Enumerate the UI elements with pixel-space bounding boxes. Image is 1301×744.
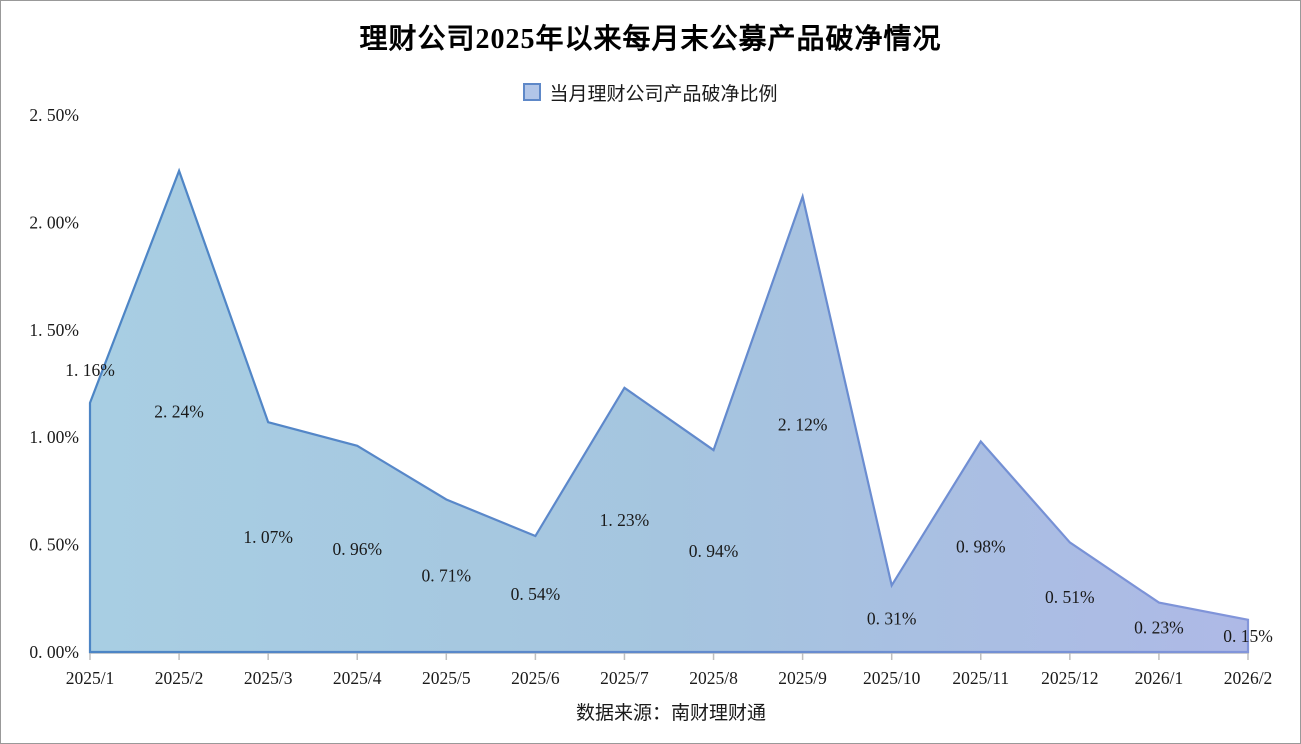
data-label: 0. 54% xyxy=(511,584,561,604)
data-label: 0. 94% xyxy=(689,541,739,561)
data-label: 2. 12% xyxy=(778,414,828,434)
data-label: 0. 71% xyxy=(422,566,472,586)
x-axis-tick-label: 2026/1 xyxy=(1135,668,1184,688)
x-axis-tick-label: 2025/8 xyxy=(689,668,738,688)
y-axis-tick-label: 0. 00% xyxy=(29,642,79,662)
y-axis-tick-label: 1. 00% xyxy=(29,427,79,447)
data-label: 1. 23% xyxy=(600,510,650,530)
data-label: 0. 15% xyxy=(1223,626,1273,646)
data-label: 0. 51% xyxy=(1045,587,1095,607)
data-label: 0. 23% xyxy=(1134,617,1184,637)
data-label: 0. 96% xyxy=(332,539,382,559)
data-label: 0. 31% xyxy=(867,609,917,629)
y-axis-tick-label: 0. 50% xyxy=(29,535,79,555)
data-label: 1. 07% xyxy=(243,527,293,547)
legend: 当月理财公司产品破净比例 xyxy=(1,79,1300,105)
x-axis-tick-label: 2025/4 xyxy=(333,668,382,688)
legend-series-label: 当月理财公司产品破净比例 xyxy=(549,83,778,105)
legend-swatch-icon xyxy=(523,83,542,101)
x-axis-tick-label: 2025/6 xyxy=(511,668,560,688)
area-series xyxy=(88,167,1250,654)
y-axis-tick-label: 1. 50% xyxy=(29,320,79,340)
x-axis-tick-label: 2025/3 xyxy=(244,668,293,688)
x-axis-tick-label: 2025/7 xyxy=(600,668,649,688)
x-axis-tick-label: 2025/11 xyxy=(952,668,1009,688)
x-axis-tick-label: 2025/5 xyxy=(422,668,471,688)
x-axis-tick-label: 2025/1 xyxy=(66,668,115,688)
x-axis-tick-label: 2025/12 xyxy=(1041,668,1098,688)
data-label: 1. 16% xyxy=(65,360,115,380)
y-axis-tick-label: 2. 50% xyxy=(29,105,79,125)
data-label: 0. 98% xyxy=(956,537,1006,557)
data-source-note: 数据来源：南财理财通 xyxy=(575,703,767,724)
chart-title: 理财公司2025年以来每月末公募产品破净情况 xyxy=(359,24,942,55)
x-axis-tick-label: 2025/2 xyxy=(155,668,204,688)
x-axis-tick-label: 2026/2 xyxy=(1224,668,1273,688)
x-axis-tick-label: 2025/10 xyxy=(863,668,921,688)
x-axis-tick-label: 2025/9 xyxy=(778,668,827,688)
y-axis-tick-label: 2. 00% xyxy=(29,212,79,232)
data-label: 2. 24% xyxy=(154,401,204,421)
